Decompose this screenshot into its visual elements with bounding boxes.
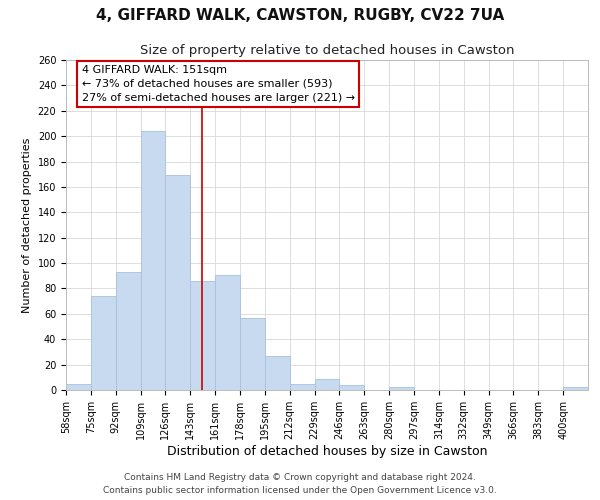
- Bar: [340, 385, 364, 390]
- Bar: [314, 378, 340, 390]
- Bar: [265, 356, 290, 390]
- Bar: [190, 281, 215, 390]
- Bar: [240, 318, 265, 390]
- Bar: [91, 296, 116, 390]
- Bar: [215, 274, 240, 390]
- Bar: [563, 388, 588, 390]
- Text: 4 GIFFARD WALK: 151sqm
← 73% of detached houses are smaller (593)
27% of semi-de: 4 GIFFARD WALK: 151sqm ← 73% of detached…: [82, 65, 355, 103]
- Bar: [66, 384, 91, 390]
- Bar: [116, 272, 140, 390]
- Text: 4, GIFFARD WALK, CAWSTON, RUGBY, CV22 7UA: 4, GIFFARD WALK, CAWSTON, RUGBY, CV22 7U…: [96, 8, 504, 22]
- Title: Size of property relative to detached houses in Cawston: Size of property relative to detached ho…: [140, 44, 514, 58]
- Text: Contains HM Land Registry data © Crown copyright and database right 2024.
Contai: Contains HM Land Registry data © Crown c…: [103, 474, 497, 495]
- Bar: [290, 384, 314, 390]
- Y-axis label: Number of detached properties: Number of detached properties: [22, 138, 32, 312]
- Bar: [389, 388, 414, 390]
- Bar: [166, 176, 190, 390]
- X-axis label: Distribution of detached houses by size in Cawston: Distribution of detached houses by size …: [167, 444, 487, 458]
- Bar: [140, 131, 166, 390]
